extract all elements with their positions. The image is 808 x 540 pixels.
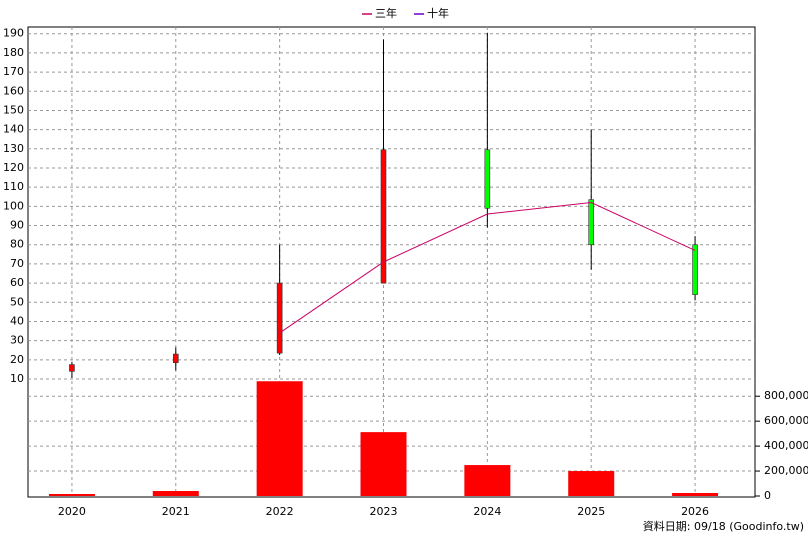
y-tick-label: 150 [3,103,24,116]
y-tick-label: 50 [10,295,24,308]
y-tick-label: 110 [3,180,24,193]
volume-bar [256,381,303,496]
candle-body [276,282,283,354]
y-tick-label: 130 [3,142,24,155]
y-tick-label: 60 [10,276,24,289]
candle-body [172,353,179,363]
candle-body [380,149,387,284]
candle-body [588,199,595,246]
x-tick-label: 2022 [266,505,294,518]
candle-body [692,244,698,295]
x-tick-label: 2023 [370,505,398,518]
y-tick-label: 140 [3,123,24,136]
x-tick-label: 2026 [681,505,709,518]
y-tick-label: 90 [10,219,24,232]
candle-body [69,364,75,372]
x-tick-label: 2020 [58,505,86,518]
y-tick-label: 100 [3,199,24,212]
y-tick-label: 10 [10,372,24,385]
volume-bar [672,493,719,496]
y-tick-label: 70 [10,257,24,270]
volume-bar [568,471,615,496]
ma-line [279,202,696,334]
volume-bar [152,491,199,496]
y-tick-label: 190 [3,27,24,40]
plot-frame [27,26,756,498]
y-tick-label: 120 [3,161,24,174]
x-tick-label: 2024 [473,505,501,518]
x-tick-label: 2021 [162,505,190,518]
volume-bar [464,465,511,496]
volume-bar [48,494,95,496]
y-tick-label: 30 [10,334,24,347]
y2-tick-label: 400,000 [764,439,808,452]
y2-tick-label: 800,000 [764,389,808,402]
y-tick-label: 40 [10,314,24,327]
volume-bar [360,432,407,496]
footnote: 資料日期: 09/18 (Goodinfo.tw) [643,519,804,533]
legend-label: 三年 [375,6,397,20]
candle-body [484,149,491,209]
y2-tick-label: 200,000 [764,464,808,477]
y2-tick-label: 600,000 [764,414,808,427]
legend-label: 十年 [427,6,449,20]
y-tick-label: 170 [3,65,24,78]
x-tick-label: 2025 [577,505,605,518]
y-tick-label: 160 [3,84,24,97]
y-tick-label: 180 [3,46,24,59]
y-tick-label: 20 [10,353,24,366]
y-tick-label: 80 [10,238,24,251]
y2-tick-label: 0 [764,489,771,502]
